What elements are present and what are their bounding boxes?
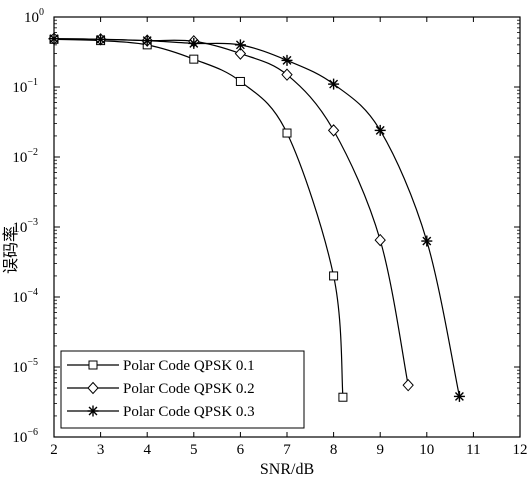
- star-marker: [374, 124, 386, 136]
- y-tick-label: 10−5: [12, 357, 38, 376]
- y-tick-label: 10−4: [12, 287, 38, 306]
- series-1: [49, 34, 348, 402]
- x-tick-label: 7: [283, 442, 291, 458]
- square-marker: [88, 360, 98, 370]
- star-stroke: [96, 34, 106, 44]
- x-tick-label: 9: [376, 442, 384, 458]
- star-marker: [234, 39, 246, 51]
- x-tick-label: 11: [466, 442, 480, 458]
- star-marker: [141, 35, 153, 47]
- star-marker: [328, 78, 340, 90]
- legend-label: Polar Code QPSK 0.3: [123, 404, 255, 420]
- square-marker: [235, 76, 245, 86]
- star-marker: [87, 405, 99, 417]
- y-tick-label: 10−3: [12, 217, 38, 236]
- diamond-marker: [327, 124, 340, 137]
- star-stroke: [142, 36, 152, 46]
- y-axis-label: 误码率: [2, 226, 20, 274]
- star-stroke: [88, 406, 98, 416]
- star-marker: [48, 33, 60, 45]
- series-line: [53, 38, 344, 398]
- x-tick-label: 3: [97, 442, 105, 458]
- star-stroke: [282, 55, 292, 65]
- x-tick-label: 6: [237, 442, 245, 458]
- x-tick-label: 10: [419, 442, 434, 458]
- star-stroke: [329, 79, 339, 89]
- x-tick-label: 2: [50, 442, 58, 458]
- diamond-marker: [234, 47, 247, 60]
- star-marker: [281, 54, 293, 66]
- y-tick-label: 10−1: [12, 77, 38, 96]
- legend-entry: Polar Code QPSK 0.1: [67, 358, 255, 374]
- legend-label: Polar Code QPSK 0.1: [123, 358, 255, 374]
- star-marker: [188, 37, 200, 49]
- star-marker: [453, 390, 465, 402]
- square-marker: [189, 54, 199, 64]
- x-axis-label: SNR/dB: [260, 461, 314, 478]
- x-tick-label: 12: [513, 442, 528, 458]
- axes: 2 3 4 5 6 7 8 9 10 11 12 100 10−1 10−2 10−3 10−4 10−5 10−…: [12, 7, 527, 458]
- legend-label: Polar Code QPSK 0.2: [123, 381, 255, 397]
- square-marker: [282, 128, 292, 138]
- x-tick-label: 5: [190, 442, 198, 458]
- star-stroke: [235, 40, 245, 50]
- star-marker: [95, 33, 107, 45]
- x-tick-label: 8: [330, 442, 338, 458]
- star-stroke: [454, 391, 464, 401]
- star-stroke: [189, 38, 199, 48]
- star-stroke: [49, 34, 59, 44]
- series-line: [53, 38, 409, 386]
- series-2: [48, 32, 414, 392]
- diamond-marker: [281, 68, 293, 81]
- star-stroke: [375, 125, 385, 135]
- legend-box: [60, 350, 305, 429]
- square-marker: [329, 271, 339, 281]
- star-stroke: [422, 236, 432, 246]
- legend-entry: Polar Code QPSK 0.2: [67, 381, 255, 397]
- diamond-marker: [374, 233, 386, 247]
- series-line: [53, 38, 461, 397]
- diamond-marker: [87, 381, 99, 395]
- star-marker: [421, 235, 433, 247]
- diamond-marker: [402, 378, 414, 392]
- series-layer: [48, 32, 465, 402]
- y-tick-label: 10−6: [12, 427, 38, 446]
- y-tick-label: 100: [24, 7, 44, 26]
- legend: Polar Code QPSK 0.1 Polar Code QPSK 0.2 Po…: [60, 350, 305, 429]
- legend-entry: Polar Code QPSK 0.3: [67, 404, 255, 420]
- square-marker: [338, 392, 348, 402]
- x-tick-label: 4: [143, 442, 151, 458]
- series-3: [48, 33, 465, 402]
- y-tick-label: 10−2: [12, 147, 38, 166]
